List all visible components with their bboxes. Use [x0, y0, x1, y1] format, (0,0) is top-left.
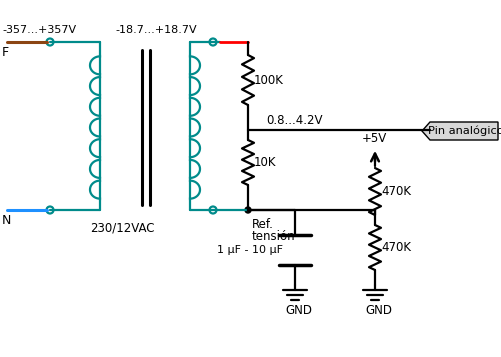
- Text: tensión: tensión: [252, 230, 296, 242]
- Text: 1 μF - 10 μF: 1 μF - 10 μF: [217, 245, 283, 255]
- Text: 10K: 10K: [254, 156, 277, 169]
- Text: Ref.: Ref.: [252, 217, 274, 231]
- Text: 230/12VAC: 230/12VAC: [90, 221, 154, 235]
- Text: 0.8...4.2V: 0.8...4.2V: [266, 115, 323, 127]
- Text: F: F: [2, 45, 9, 59]
- Text: 470K: 470K: [381, 241, 411, 254]
- Text: 470K: 470K: [381, 185, 411, 198]
- Text: -357...+357V: -357...+357V: [2, 25, 76, 35]
- Text: Pin analógico: Pin analógico: [428, 126, 501, 136]
- Text: -18.7...+18.7V: -18.7...+18.7V: [115, 25, 196, 35]
- Text: GND: GND: [365, 305, 392, 317]
- Text: GND: GND: [285, 305, 312, 317]
- Text: +5V: +5V: [362, 131, 387, 145]
- Text: 100K: 100K: [254, 74, 284, 86]
- Polygon shape: [422, 122, 498, 140]
- Circle shape: [245, 207, 251, 213]
- Text: N: N: [2, 213, 12, 226]
